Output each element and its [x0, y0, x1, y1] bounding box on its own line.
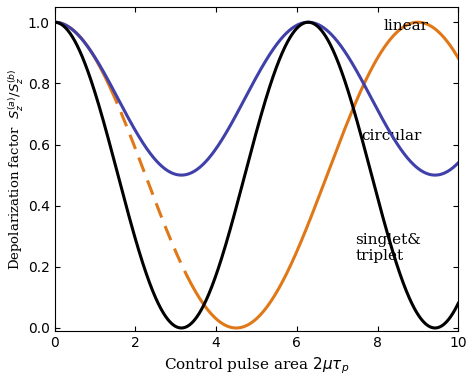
Text: singlet&
triplet: singlet& triplet	[356, 233, 421, 264]
Text: circular: circular	[361, 129, 422, 143]
Y-axis label: Depolarization factor  $S_z^{(a)}/S_z^{(b)}$: Depolarization factor $S_z^{(a)}/S_z^{(b…	[7, 68, 27, 270]
X-axis label: Control pulse area $2\mu\tau_p$: Control pulse area $2\mu\tau_p$	[164, 355, 349, 376]
Text: linear: linear	[383, 19, 428, 33]
